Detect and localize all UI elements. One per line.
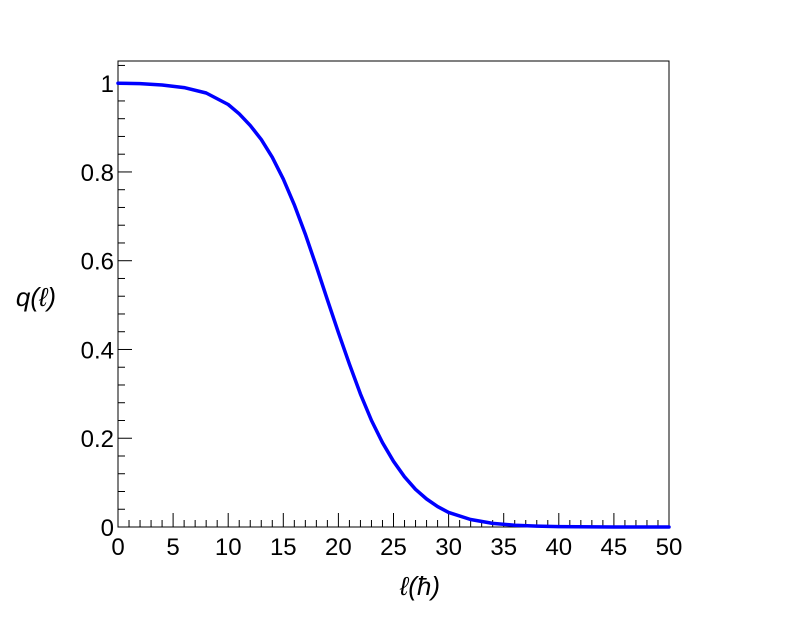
series-line: [116, 81, 671, 529]
series-layer: [116, 81, 671, 529]
y-tick-label: 0.6: [81, 249, 114, 276]
x-axis-ticks: [117, 513, 670, 527]
x-tick-label: 45: [601, 534, 628, 561]
y-axis-title: q(ℓ): [16, 282, 56, 312]
x-tick-label: 10: [215, 534, 242, 561]
x-tick-label: 15: [270, 534, 297, 561]
x-axis-tick-labels: 0 5 10 15 20 25 30 35 40 45 50: [111, 534, 682, 561]
x-tick-label: 50: [656, 534, 683, 561]
x-axis-title: ℓ(ħ): [399, 571, 440, 601]
x-tick-label: 25: [380, 534, 407, 561]
y-tick-label: 0: [101, 515, 114, 542]
x-tick-label: 40: [545, 534, 572, 561]
x-tick-label: 35: [490, 534, 517, 561]
y-axis-ticks: [118, 64, 132, 528]
y-tick-label: 1: [101, 71, 114, 98]
y-tick-label: 0.4: [81, 337, 114, 364]
y-axis-tick-labels: 0 0.2 0.4 0.6 0.8 1: [81, 71, 114, 542]
x-tick-label: 20: [325, 534, 352, 561]
y-tick-label: 0.8: [81, 160, 114, 187]
plot-frame: [117, 60, 670, 528]
x-tick-label: 30: [435, 534, 462, 561]
y-tick-label: 0.2: [81, 426, 114, 453]
x-tick-label: 0: [111, 534, 124, 561]
x-tick-label: 5: [166, 534, 179, 561]
